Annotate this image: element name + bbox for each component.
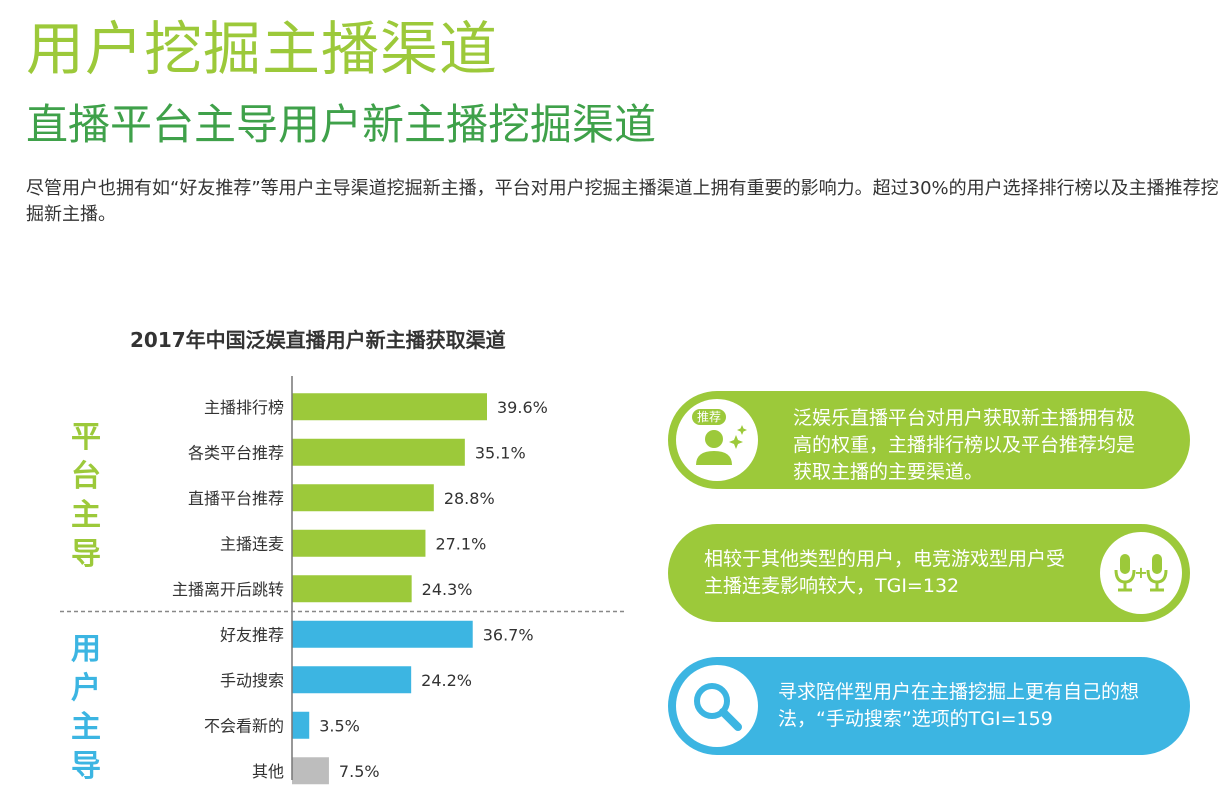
value-label-6: 24.2% (421, 671, 472, 690)
recommend-badge: 推荐 (692, 409, 727, 425)
svg-text:+: + (1134, 563, 1147, 582)
description: 尽管用户也拥有如“好友推荐”等用户主导渠道挖掘新主播，平台对用户挖掘主播渠道上拥… (26, 178, 1219, 225)
category-label-3: 主播连麦 (220, 534, 284, 553)
bar-7 (292, 711, 310, 739)
page-subtitle: 直播平台主导用户新主播挖掘渠道 (26, 100, 657, 149)
category-label-0: 主播排行榜 (204, 398, 284, 417)
category-label-6: 手动搜索 (220, 671, 284, 690)
value-label-3: 27.1% (435, 534, 486, 553)
microphone-pair-icon: + (1100, 532, 1182, 614)
bar-4 (292, 575, 412, 603)
search-icon (676, 665, 758, 747)
callout-text: 泛娱乐直播平台对用户获取新主播拥有极高的权重，主播排行榜以及平台推荐均是获取主播… (793, 407, 1136, 483)
category-label-5: 好友推荐 (220, 625, 284, 644)
category-label-1: 各类平台推荐 (188, 443, 284, 462)
callout-text: 相较于其他类型的用户，电竞游戏型用户受主播连麦影响较大，TGI=132 (704, 548, 1066, 597)
value-label-1: 35.1% (475, 443, 526, 462)
callout-companion-tgi: 寻求陪伴型用户在主播挖掘上更有自己的想法，“手动搜索”选项的TGI=159 (668, 657, 1190, 755)
category-label-8: 其他 (252, 762, 284, 781)
bar-chart: 主播排行榜 39.6% 各类平台推荐 35.1% 直播平台推荐 28.8% 主播连麦 27.1… (60, 376, 625, 785)
callout-text: 寻求陪伴型用户在主播挖掘上更有自己的想法，“手动搜索”选项的TGI=159 (778, 681, 1140, 730)
group-label-platform: 平台主导 (71, 420, 101, 572)
bar-0 (292, 393, 487, 421)
bar-6 (292, 666, 412, 694)
category-label-2: 直播平台推荐 (188, 489, 284, 508)
value-label-8: 7.5% (339, 762, 380, 781)
value-label-7: 3.5% (319, 716, 360, 735)
value-label-5: 36.7% (483, 625, 534, 644)
value-label-2: 28.8% (444, 489, 495, 508)
bar-8 (292, 757, 329, 785)
chart-title: 2017年中国泛娱直播用户新主播获取渠道 (130, 328, 506, 352)
bar-5 (292, 620, 473, 648)
value-label-4: 24.3% (422, 580, 473, 599)
callout-esports-tgi: 相较于其他类型的用户，电竞游戏型用户受主播连麦影响较大，TGI=132 + (668, 524, 1190, 622)
value-label-0: 39.6% (497, 398, 548, 417)
category-label-4: 主播离开后跳转 (172, 580, 284, 599)
category-label-7: 不会看新的 (204, 716, 284, 735)
callout-platform-weight: 推荐 泛娱乐直播平台对用户获取新主播拥有极高的权重，主播排行榜以及平台推荐均是获… (668, 391, 1190, 489)
bar-2 (292, 484, 434, 512)
page-title: 用户挖掘主播渠道 (26, 15, 499, 83)
bar-3 (292, 529, 426, 557)
recommend-user-icon: 推荐 (676, 399, 758, 481)
bar-1 (292, 438, 465, 466)
group-label-user: 用户主导 (71, 632, 101, 784)
